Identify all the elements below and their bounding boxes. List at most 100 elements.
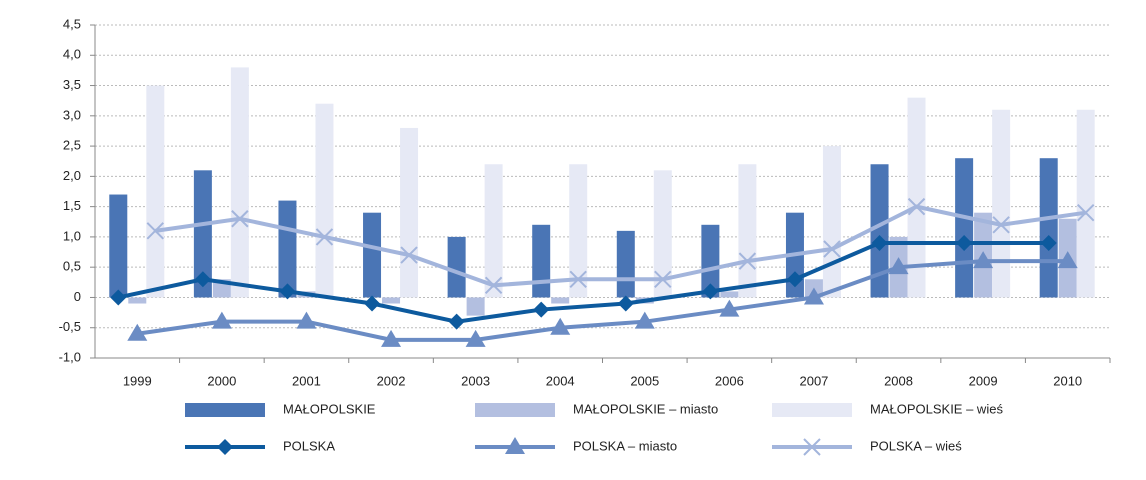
x-tick-label: 2000: [207, 373, 236, 388]
bar: [1039, 158, 1058, 298]
y-tick-label: 1,5: [63, 198, 81, 213]
line-marker: [110, 289, 127, 306]
x-tick-label: 1999: [123, 373, 152, 388]
bar: [616, 230, 635, 298]
line-marker: [786, 271, 803, 288]
line-marker: [973, 251, 994, 269]
legend-marker: [505, 437, 525, 454]
legend-swatch: [772, 403, 852, 417]
line-marker: [956, 234, 973, 251]
line: [155, 204, 1086, 288]
bar: [822, 146, 841, 298]
bar: [992, 109, 1011, 298]
bar: [400, 127, 419, 298]
line-marker: [400, 246, 418, 264]
y-tick-label: 4,0: [63, 47, 81, 62]
x-tick-label: 2005: [630, 373, 659, 388]
bar: [109, 194, 128, 298]
x-tick-label: 2010: [1053, 373, 1082, 388]
legend-label: POLSKA – wieś: [870, 438, 962, 453]
y-tick-label: 2,0: [63, 168, 81, 183]
x-tick-label: 2001: [292, 373, 321, 388]
legend-marker: [217, 439, 233, 455]
legend-marker: [803, 438, 821, 456]
y-tick-label: 1,0: [63, 228, 81, 243]
bar: [870, 164, 889, 298]
bar: [466, 297, 485, 316]
line-marker: [569, 270, 587, 288]
line-marker: [231, 210, 249, 228]
line-marker: [738, 252, 757, 270]
line-marker: [992, 216, 1010, 234]
bar: [569, 164, 588, 298]
line-marker: [448, 313, 465, 330]
y-tick-label: -1,0: [59, 349, 81, 364]
bar: [907, 97, 926, 298]
legend-label: POLSKA – miasto: [573, 438, 677, 453]
line-marker: [907, 197, 926, 216]
line-marker: [381, 329, 402, 347]
bar: [701, 224, 720, 298]
line: [117, 240, 1049, 324]
bar: [146, 85, 165, 298]
x-tick-label: 2007: [799, 373, 828, 388]
bar: [1076, 109, 1095, 298]
bar: [315, 103, 334, 298]
y-tick-label: 4,5: [63, 16, 81, 31]
y-tick-label: 3,5: [63, 77, 81, 92]
line-marker: [127, 323, 148, 341]
x-tick-label: 2002: [377, 373, 406, 388]
bar: [484, 164, 503, 298]
legend-label: MAŁOPOLSKIE: [283, 401, 376, 416]
line-marker: [1077, 203, 1095, 222]
line-marker: [364, 295, 381, 312]
line-marker: [719, 299, 740, 317]
line-marker: [1057, 251, 1078, 269]
line-marker: [702, 283, 719, 300]
line-marker: [533, 301, 550, 318]
bar: [653, 170, 672, 298]
y-tick-label: 0,5: [63, 259, 81, 274]
x-tick-label: 2009: [969, 373, 998, 388]
legend-label: MAŁOPOLSKIE – wieś: [870, 401, 1003, 416]
line-marker: [634, 311, 655, 329]
line-marker: [803, 287, 824, 305]
line-marker: [279, 283, 296, 300]
bar: [955, 158, 974, 298]
x-tick-label: 2004: [546, 373, 575, 388]
legend-label: POLSKA: [283, 438, 335, 453]
x-tick-label: 2008: [884, 373, 913, 388]
line-marker: [211, 311, 232, 329]
legend-label: MAŁOPOLSKIE – miasto: [573, 401, 718, 416]
bar: [382, 297, 401, 304]
bar: [738, 164, 757, 298]
bar: [278, 200, 297, 298]
legend-swatch: [475, 403, 555, 417]
line-marker: [654, 270, 672, 288]
line-marker: [465, 329, 486, 347]
line-marker: [888, 257, 909, 275]
bar: [193, 170, 212, 298]
y-tick-label: 3,0: [63, 107, 81, 122]
bar: [230, 67, 249, 298]
line-marker: [146, 222, 164, 240]
line-marker: [617, 295, 634, 312]
line-marker: [550, 317, 571, 335]
legend-swatch: [185, 403, 265, 417]
bar: [551, 297, 570, 304]
y-tick-label: 0: [74, 289, 81, 304]
bar: [447, 236, 466, 298]
y-tick-label: -0,5: [59, 319, 81, 334]
bar: [532, 224, 551, 298]
line-marker: [1040, 234, 1057, 251]
line: [137, 259, 1068, 342]
line-marker: [484, 276, 503, 295]
x-tick-label: 2006: [715, 373, 744, 388]
line-marker: [296, 311, 317, 329]
bar: [128, 297, 147, 304]
line-marker: [871, 234, 888, 251]
line-marker: [823, 240, 841, 258]
y-tick-label: 2,5: [63, 138, 81, 153]
bar: [720, 291, 739, 298]
